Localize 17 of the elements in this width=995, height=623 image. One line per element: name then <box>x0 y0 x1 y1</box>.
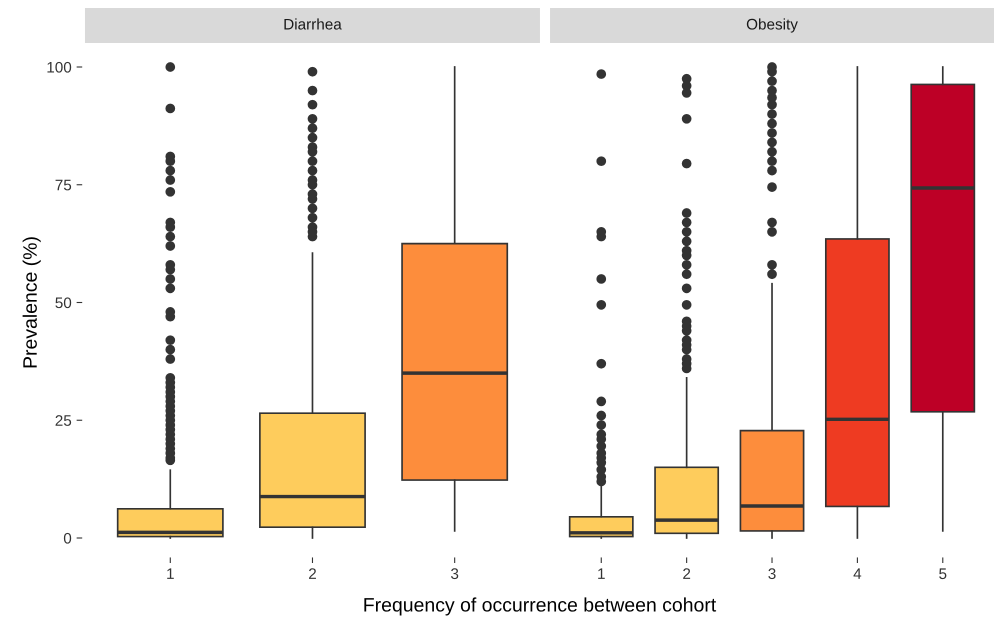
x-tick-label: 4 <box>854 568 862 579</box>
x-tick-label: 1 <box>167 568 174 579</box>
x-tick-label: 5 <box>939 568 946 580</box>
x-axis-title: Frequency of occurrence between cohort <box>364 597 716 616</box>
y-tick-label: 25 <box>56 415 72 426</box>
x-tick-label: 3 <box>768 568 776 580</box>
y-axis-title: Prevalence (%) <box>22 237 41 368</box>
y-tick-label: 75 <box>56 180 72 190</box>
y-tick-label: 100 <box>47 62 72 73</box>
chart-title: Diarrhea <box>284 18 342 30</box>
x-tick-label: 1 <box>598 568 605 579</box>
x-tick-label: 3 <box>451 568 458 580</box>
y-tick-label: 0 <box>64 532 72 544</box>
x-tick-label: 2 <box>309 568 316 579</box>
y-tick-label: 50 <box>55 297 72 308</box>
chart-title: Obesity <box>746 18 798 33</box>
x-tick-label: 2 <box>683 568 690 579</box>
